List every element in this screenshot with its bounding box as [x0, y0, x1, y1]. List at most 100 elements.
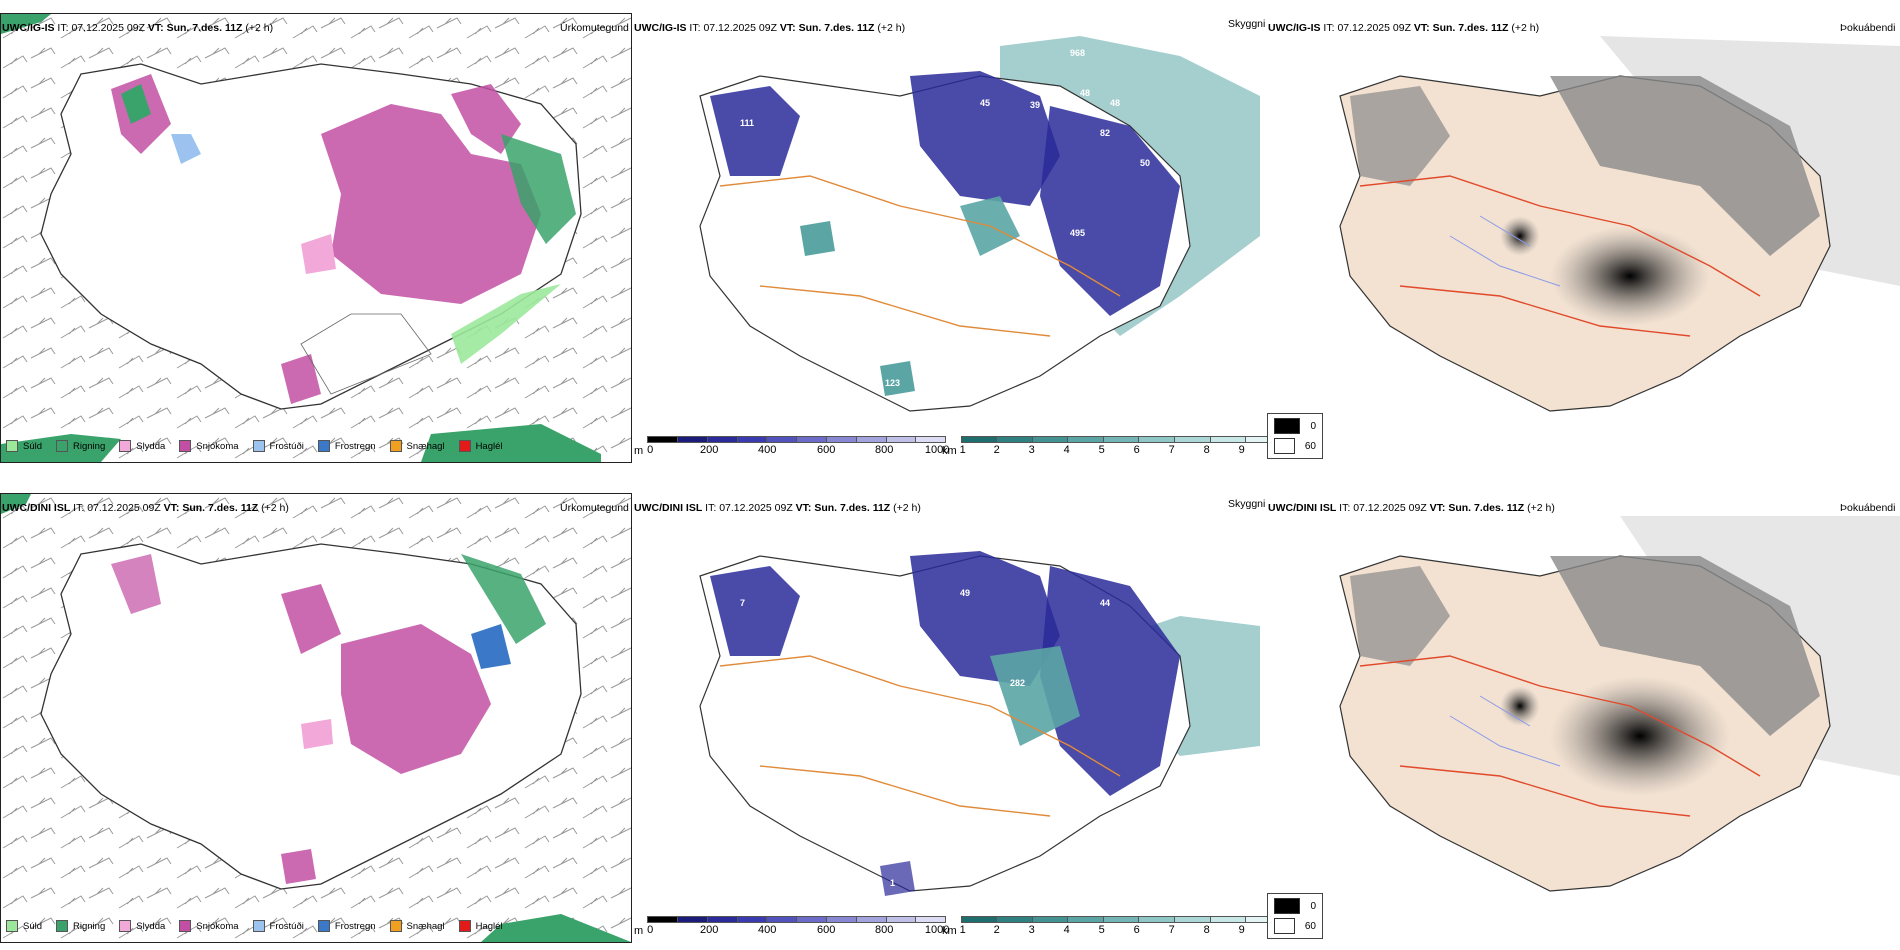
- svg-text:45: 45: [980, 98, 990, 108]
- fog-title-1: Þokuábendi: [1840, 22, 1896, 34]
- fog-legend-1: 0 60: [1267, 413, 1323, 459]
- colorbar-segment: [706, 436, 737, 443]
- colorbar-segment: [736, 916, 767, 923]
- legend-item: Snjókoma: [179, 440, 239, 452]
- ceiling-colorbar-2: m 0 200 400 600 800 1000: [634, 916, 949, 937]
- svg-text:111: 111: [740, 118, 754, 128]
- fog-map-2: [1339, 516, 1900, 892]
- svg-text:48: 48: [1110, 98, 1120, 108]
- svg-text:50: 50: [1140, 158, 1150, 168]
- header-fog-2: UWC/DINI ISL IT: 07.12.2025 09Z VT: Sun.…: [1268, 502, 1555, 514]
- visibility-title-1: Skyggni: [1228, 18, 1266, 30]
- legend-item: Súld: [6, 440, 42, 452]
- colorbar-segment: [885, 436, 916, 443]
- legend-item: Frostregn: [317, 920, 376, 932]
- colorbar-segment: [1138, 436, 1175, 443]
- colorbar-segment: [1067, 916, 1103, 923]
- colorbar-segment: [1102, 916, 1139, 923]
- colorbar-segment: [996, 916, 1032, 923]
- svg-text:968: 968: [1070, 48, 1085, 58]
- svg-text:57: 57: [910, 168, 920, 178]
- colorbar-segment: [647, 916, 677, 923]
- fog-map-1: [1339, 36, 1900, 412]
- colorbar-segment: [1102, 436, 1139, 443]
- colorbar-segment: [855, 916, 886, 923]
- precip-panel-1: [0, 13, 632, 463]
- svg-text:267: 267: [960, 54, 975, 64]
- legend-item: Snjókoma: [179, 920, 239, 932]
- fog-legend-2: 0 60: [1267, 893, 1323, 939]
- legend-item: Rigning: [56, 440, 105, 452]
- colorbar-segment: [796, 436, 826, 443]
- colorbar-segment: [766, 436, 797, 443]
- svg-text:82: 82: [1100, 128, 1110, 138]
- legend-item: Súld: [6, 920, 42, 932]
- svg-text:56: 56: [1150, 558, 1160, 568]
- header-1: UWC/IG-IS IT: 07.12.2025 09Z VT: Sun. 7.…: [2, 22, 274, 34]
- colorbar-segment: [915, 916, 946, 923]
- visibility-bar-1: [960, 436, 1282, 443]
- ceiling-bar-2: [647, 916, 947, 923]
- colorbar-segment: [706, 916, 737, 923]
- colorbar-segment: [960, 436, 997, 443]
- colorbar-segment: [796, 916, 826, 923]
- svg-text:32: 32: [1160, 608, 1170, 618]
- legend-item: Snæhagl: [389, 920, 445, 932]
- header-vis-1: UWC/IG-IS IT: 07.12.2025 09Z VT: Sun. 7.…: [634, 22, 906, 34]
- precip-legend-2: Súld Rigning Slydda Snjókoma Frostúði Fr…: [6, 920, 517, 932]
- svg-text:48: 48: [1080, 88, 1090, 98]
- colorbar-segment: [736, 436, 767, 443]
- svg-text:59: 59: [1090, 558, 1100, 568]
- header-2: UWC/DINI ISL IT: 07.12.2025 09Z VT: Sun.…: [2, 502, 289, 514]
- legend-item: Frostúði: [252, 920, 304, 932]
- svg-text:39: 39: [1030, 100, 1040, 110]
- precip-title-1: Úrkomutegund: [560, 22, 629, 34]
- precip-map-1: [1, 14, 631, 462]
- colorbar-segment: [825, 916, 856, 923]
- colorbar-segment: [1138, 916, 1175, 923]
- svg-text:44: 44: [1100, 598, 1110, 608]
- fog-title-2: Þokuábendi: [1840, 502, 1896, 514]
- precip-panel-2: [0, 493, 632, 943]
- header-vis-2: UWC/DINI ISL IT: 07.12.2025 09Z VT: Sun.…: [634, 502, 921, 514]
- visibility-title-2: Skyggni: [1228, 498, 1266, 510]
- colorbar-segment: [915, 436, 946, 443]
- svg-text:49: 49: [960, 588, 970, 598]
- colorbar-segment: [855, 436, 886, 443]
- colorbar-segment: [647, 436, 677, 443]
- legend-item: Frostúði: [252, 440, 304, 452]
- svg-text:282: 282: [1010, 678, 1025, 688]
- colorbar-segment: [1245, 916, 1281, 923]
- colorbar-segment: [960, 916, 997, 923]
- legend-item: Slydda: [119, 920, 165, 932]
- svg-text:7: 7: [740, 598, 745, 608]
- legend-item: Haglél: [458, 920, 503, 932]
- precip-map-2: [1, 494, 631, 942]
- ceiling-bar-1: [647, 436, 947, 443]
- ceiling-colorbar-1: m 0 200 400 600 800 1000: [634, 436, 949, 457]
- visibility-colorbar-2: km 1 2 3 4 5 6 7 8 9 10: [942, 916, 1282, 937]
- colorbar-segment: [1031, 916, 1068, 923]
- svg-text:1: 1: [890, 878, 895, 888]
- colorbar-segment: [885, 916, 916, 923]
- visibility-map-2: 77 59 54 56 44 32 49 282 7 1: [699, 534, 1260, 896]
- colorbar-segment: [676, 436, 707, 443]
- legend-item: Slydda: [119, 440, 165, 452]
- legend-item: Snæhagl: [389, 440, 445, 452]
- colorbar-segment: [676, 916, 707, 923]
- legend-item: Haglél: [458, 440, 503, 452]
- legend-item: Frostregn: [317, 440, 376, 452]
- svg-text:495: 495: [1070, 228, 1085, 238]
- colorbar-segment: [1174, 436, 1210, 443]
- visibility-bar-2: [960, 916, 1282, 923]
- visibility-map-1: 267 968 45 48 39 48 82 50 495 57 111 123: [699, 36, 1260, 412]
- svg-text:77: 77: [1100, 534, 1110, 544]
- colorbar-segment: [766, 916, 797, 923]
- colorbar-segment: [996, 436, 1032, 443]
- colorbar-segment: [1209, 436, 1246, 443]
- precip-title-2: Úrkomutegund: [560, 502, 629, 514]
- visibility-colorbar-1: km 1 2 3 4 5 6 7 8 9 10: [942, 436, 1282, 457]
- svg-text:54: 54: [1120, 558, 1130, 568]
- legend-item: Rigning: [56, 920, 105, 932]
- svg-text:123: 123: [885, 378, 900, 388]
